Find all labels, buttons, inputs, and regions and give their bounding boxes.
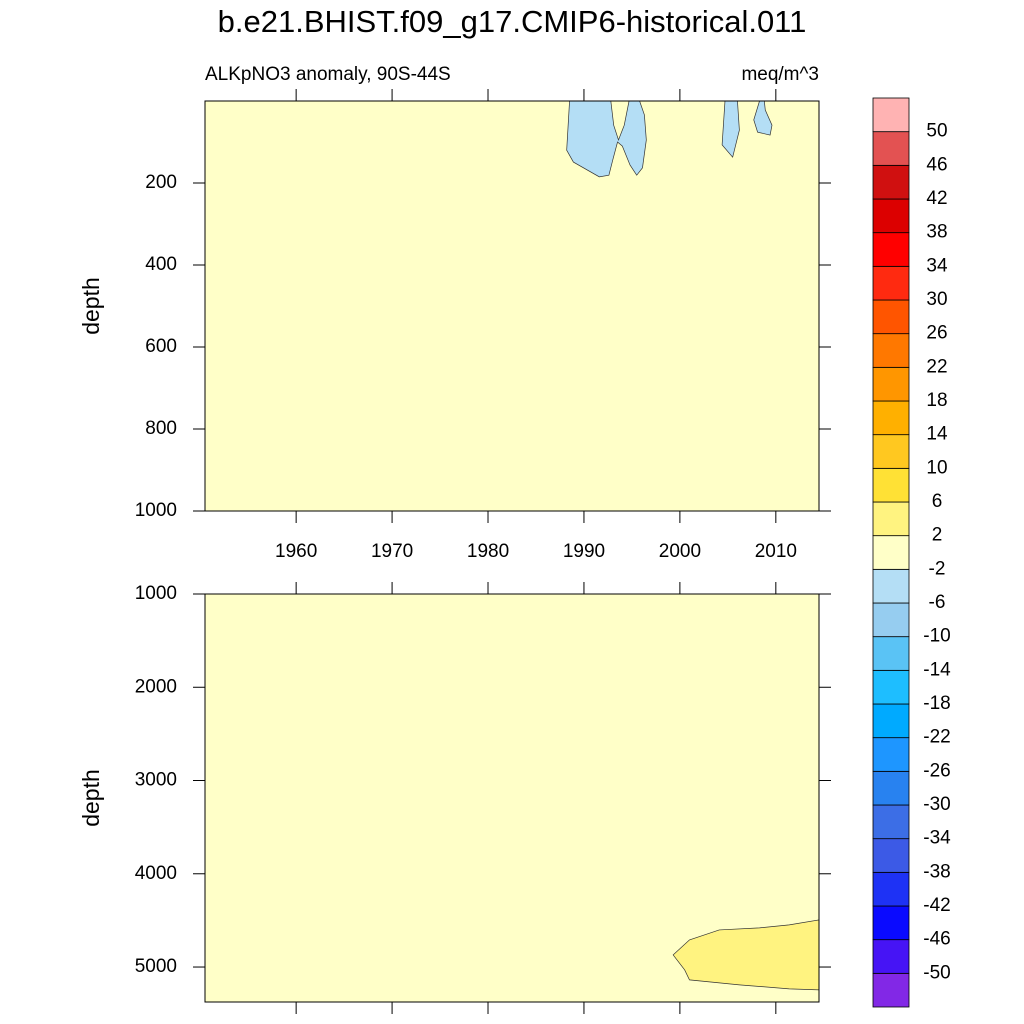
colorbar-box (872, 131, 910, 166)
colorbar-box (872, 232, 910, 267)
x-tick-label: 1970 (371, 541, 413, 562)
left-label: ALKpNO3 anomaly, 90S-44S (205, 64, 451, 85)
colorbar-label: 26 (926, 323, 947, 344)
colorbar-label: -6 (929, 592, 946, 613)
colorbar-label: 34 (926, 255, 948, 276)
colorbar-label: -30 (923, 794, 950, 815)
colorbar-label: 22 (926, 356, 947, 377)
x-tick-label: 1960 (275, 541, 317, 562)
y-axis-label: depth (78, 277, 104, 335)
colorbar-box (872, 636, 910, 671)
colorbar-box (872, 97, 910, 133)
colorbar-box (872, 669, 910, 705)
colorbar-label: -10 (923, 626, 950, 647)
colorbar-label: -50 (923, 962, 950, 983)
y-tick-label: 2000 (135, 676, 177, 697)
y-tick-label: 600 (145, 336, 177, 357)
colorbar-box (872, 164, 910, 200)
colorbar-box (872, 333, 910, 368)
y-tick-label: 5000 (135, 956, 177, 977)
contour-region (753, 100, 773, 136)
y-tick-label: 3000 (135, 770, 177, 791)
y-tick-label: 200 (145, 172, 177, 193)
colorbar-label: 6 (932, 491, 943, 512)
colorbar-label: -14 (923, 659, 951, 680)
colorbar-label: 42 (926, 188, 947, 209)
colorbar-label: 38 (926, 222, 947, 243)
colorbar-box (872, 737, 910, 772)
contour-region (566, 100, 647, 178)
colorbar-box (872, 366, 910, 402)
colorbar-label: -38 (923, 861, 950, 882)
plot-background (205, 101, 819, 511)
colorbar-box (872, 535, 910, 570)
x-tick-label: 2010 (755, 541, 797, 562)
colorbar-box (872, 838, 910, 873)
colorbar-box (872, 871, 910, 907)
colorbar-box (872, 434, 910, 469)
y-tick-label: 1000 (135, 500, 177, 521)
plot-frame (204, 593, 820, 1003)
colorbar-box (872, 265, 910, 301)
colorbar-label: 46 (926, 154, 947, 175)
colorbar-box (872, 939, 910, 974)
colorbar-label: 18 (926, 390, 947, 411)
colorbar-label: 10 (926, 457, 947, 478)
colorbar-box (872, 467, 910, 503)
colorbar-label: 14 (926, 424, 948, 445)
colorbar-label: -22 (923, 727, 950, 748)
y-tick-label: 1000 (135, 583, 177, 604)
y-tick-label: 400 (145, 254, 177, 275)
x-tick-label: 1980 (467, 541, 509, 562)
colorbar-label: 30 (926, 289, 947, 310)
colorbar-box (872, 602, 910, 638)
colorbar-label: -18 (923, 693, 950, 714)
colorbar-label: -34 (923, 828, 951, 849)
chart-title: b.e21.BHIST.f09_g17.CMIP6-historical.011 (218, 4, 807, 39)
colorbar-box (872, 299, 910, 335)
colorbar-box (872, 770, 910, 806)
colorbar-label: 2 (932, 525, 943, 546)
colorbar-box (872, 905, 910, 941)
colorbar-label: 50 (926, 121, 947, 142)
colorbar-box (872, 804, 910, 840)
y-tick-label: 800 (145, 418, 177, 439)
colorbar-label: -46 (923, 929, 950, 950)
plot-frame (204, 100, 820, 512)
y-tick-label: 4000 (135, 863, 177, 884)
colorbar-box (872, 501, 910, 537)
colorbar-box (872, 400, 910, 436)
y-axis-label: depth (78, 769, 104, 827)
colorbar-box (872, 972, 910, 1008)
right-label: meq/m^3 (741, 64, 819, 85)
colorbar-label: -42 (923, 895, 950, 916)
colorbar-box (872, 568, 910, 604)
x-tick-label: 1990 (563, 541, 605, 562)
colorbar-label: -2 (929, 558, 946, 579)
colorbar-label: -26 (923, 760, 950, 781)
x-tick-label: 2000 (659, 541, 701, 562)
colorbar-box (872, 198, 910, 234)
colorbar-box (872, 703, 910, 739)
